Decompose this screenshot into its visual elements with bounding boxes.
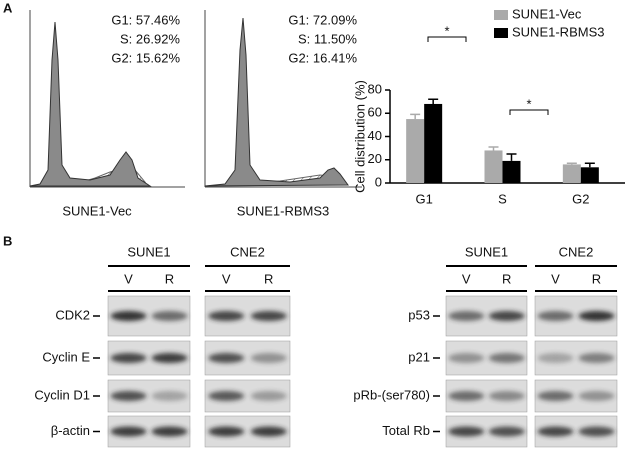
blot-row-label: Cyclin E — [42, 349, 90, 364]
blot-lane: R — [165, 271, 174, 286]
blot-band — [208, 311, 245, 321]
flow-stat: G2: 15.62% — [111, 50, 180, 65]
blot-band — [151, 426, 188, 437]
bar — [502, 160, 521, 183]
y-tick-label: 80 — [368, 81, 382, 96]
blot-band — [110, 311, 147, 321]
significance-bracket — [427, 36, 467, 42]
blot-row-label: β-actin — [51, 423, 90, 438]
bar — [406, 119, 425, 183]
x-tick-label: G1 — [415, 191, 432, 206]
blot-band — [537, 391, 574, 401]
flow-stat: S: 26.92% — [120, 31, 180, 46]
blot-band — [578, 311, 615, 321]
blot-lane: R — [502, 271, 511, 286]
legend-swatch — [494, 10, 508, 20]
blot-band — [110, 426, 147, 437]
flow-stat: G2: 16.41% — [288, 50, 357, 65]
blot-band — [488, 311, 525, 321]
blot-band — [208, 353, 245, 363]
bar — [562, 164, 581, 183]
blot-band — [578, 353, 615, 363]
blot-band — [448, 353, 485, 363]
blot-band — [250, 311, 287, 321]
error-bar — [584, 162, 595, 168]
blot-band — [578, 426, 615, 437]
error-bar — [506, 153, 517, 161]
y-tick-label: 60 — [368, 105, 382, 120]
bar — [424, 103, 443, 183]
flow-label: SUNE1-RBMS3 — [237, 203, 329, 218]
legend-label: SUNE1-Vec — [512, 6, 582, 21]
error-bar — [488, 146, 499, 151]
bar — [484, 150, 503, 183]
flow-histogram — [204, 10, 362, 188]
blot-row-label: Total Rb — [382, 423, 430, 438]
flow-stat: S: 11.50% — [298, 31, 357, 46]
blot-lane: V — [551, 271, 560, 286]
x-tick-label: G2 — [572, 191, 589, 206]
blot-band — [488, 426, 525, 437]
flow-stat: G1: 72.09% — [288, 12, 357, 27]
significance-star: * — [526, 96, 531, 111]
y-tick-label: 40 — [368, 128, 382, 143]
y-tick-label: 0 — [375, 174, 382, 189]
error-bar — [410, 113, 421, 120]
blot-group: CNE2 — [230, 244, 265, 259]
blot-row-label: pRb-(ser780) — [353, 387, 430, 402]
blot-band — [110, 353, 147, 363]
blot-group: CNE2 — [559, 244, 594, 259]
blot-band — [151, 391, 188, 401]
blot-band — [448, 391, 485, 401]
blot-band — [578, 391, 615, 401]
blot-row-label: p21 — [408, 349, 430, 364]
blot-band — [250, 353, 287, 363]
blot-band — [537, 426, 574, 437]
y-tick-label: 20 — [368, 151, 382, 166]
blot-lane: R — [592, 271, 601, 286]
bar — [580, 167, 599, 183]
significance-bracket — [509, 109, 549, 115]
flow-label: SUNE1-Vec — [62, 203, 132, 218]
x-tick-label: S — [498, 191, 507, 206]
blot-band — [110, 391, 147, 401]
blot-lane: R — [264, 271, 273, 286]
blot-row-label: Cyclin D1 — [34, 387, 90, 402]
blot-band — [208, 391, 245, 401]
blot-band — [488, 391, 525, 401]
blot-lane: V — [462, 271, 471, 286]
blot-lane: V — [124, 271, 133, 286]
blot-row-label: p53 — [408, 307, 430, 322]
blot-band — [488, 353, 525, 363]
blot-band — [250, 391, 287, 401]
blot-lane: V — [222, 271, 231, 286]
flow-stat: G1: 57.46% — [111, 12, 180, 27]
legend-label: SUNE1-RBMS3 — [512, 24, 604, 39]
blot-row-label: CDK2 — [55, 307, 90, 322]
error-bar — [566, 162, 577, 165]
blot-band — [250, 426, 287, 437]
blot-band — [208, 426, 245, 437]
flow-histogram — [29, 10, 185, 188]
panel-label: B — [3, 233, 12, 248]
blot-band — [151, 353, 188, 363]
blot-group: SUNE1 — [127, 244, 170, 259]
blot-band — [448, 311, 485, 321]
blot-band — [537, 353, 574, 363]
error-bar — [428, 98, 439, 104]
y-axis-label: Cell distribution (%) — [352, 80, 367, 193]
panel-label: A — [3, 0, 13, 15]
blot-group: SUNE1 — [465, 244, 508, 259]
blot-band — [448, 426, 485, 437]
significance-star: * — [444, 23, 449, 38]
blot-band — [151, 311, 188, 321]
legend-swatch — [494, 28, 508, 38]
blot-band — [537, 311, 574, 321]
